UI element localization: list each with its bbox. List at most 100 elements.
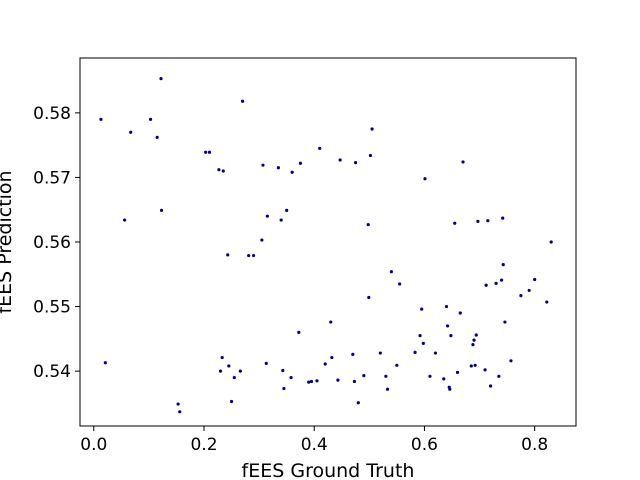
data-point-35 — [297, 330, 301, 334]
data-point-19 — [232, 375, 236, 380]
data-point-59 — [395, 363, 399, 367]
data-point-54 — [370, 127, 374, 131]
data-point-1 — [103, 361, 107, 365]
data-point-68 — [442, 377, 446, 381]
data-point-93 — [503, 320, 507, 324]
data-point-80 — [472, 338, 476, 342]
data-point-53 — [368, 153, 373, 158]
data-point-33 — [289, 375, 293, 380]
data-point-3 — [129, 130, 133, 134]
x-tick-label: 0.0 — [80, 435, 107, 455]
data-point-76 — [458, 311, 462, 315]
x-axis-label: fEES Ground Truth — [242, 460, 415, 480]
data-point-39 — [315, 379, 319, 383]
data-point-87 — [488, 384, 493, 388]
data-point-94 — [509, 359, 513, 363]
data-point-89 — [497, 374, 501, 378]
data-point-37 — [307, 380, 311, 384]
data-point-90 — [500, 278, 504, 282]
data-point-81 — [473, 363, 477, 367]
data-point-69 — [444, 304, 449, 309]
y-tick-label: 0.54 — [33, 362, 71, 382]
data-point-44 — [336, 378, 340, 382]
data-point-18 — [229, 399, 234, 404]
data-point-32 — [285, 208, 289, 212]
data-point-38 — [309, 379, 314, 384]
data-point-82 — [474, 333, 478, 337]
data-point-65 — [423, 177, 427, 181]
data-point-20 — [238, 369, 242, 373]
data-point-22 — [247, 253, 251, 258]
y-tick-label: 0.56 — [33, 233, 71, 253]
data-point-72 — [448, 387, 452, 391]
y-axis-label: fEES Prediction — [0, 170, 16, 313]
data-point-79 — [471, 343, 475, 347]
data-point-55 — [378, 351, 382, 355]
data-point-34 — [290, 170, 294, 174]
data-point-6 — [159, 77, 163, 81]
data-point-45 — [338, 158, 342, 162]
y-axis-ticks: 0.54 0.55 0.56 0.57 0.58 — [33, 104, 80, 382]
data-point-91 — [501, 216, 505, 220]
data-point-5 — [155, 135, 159, 140]
x-tick-label: 0.4 — [301, 435, 328, 455]
data-point-58 — [389, 270, 393, 274]
data-point-57 — [385, 387, 390, 391]
data-point-85 — [484, 283, 488, 287]
data-point-75 — [455, 370, 460, 375]
data-point-77 — [461, 160, 465, 164]
data-point-4 — [148, 117, 153, 121]
data-point-2 — [123, 218, 127, 222]
data-point-24 — [260, 238, 264, 242]
data-point-88 — [494, 281, 498, 285]
data-point-63 — [420, 307, 424, 311]
data-point-21 — [240, 99, 245, 103]
data-point-12 — [217, 168, 221, 172]
data-point-13 — [218, 369, 223, 373]
data-point-36 — [298, 161, 303, 165]
data-point-0 — [99, 117, 103, 121]
data-point-48 — [353, 160, 358, 165]
data-point-9 — [178, 410, 182, 414]
data-point-83 — [476, 219, 480, 223]
data-point-23 — [252, 253, 256, 258]
x-tick-label: 0.2 — [190, 435, 217, 455]
data-point-49 — [356, 401, 360, 405]
data-point-52 — [367, 295, 371, 300]
x-tick-label: 0.6 — [411, 435, 438, 455]
data-point-64 — [421, 341, 425, 345]
data-point-31 — [282, 386, 286, 391]
data-point-43 — [330, 355, 334, 360]
data-point-16 — [226, 253, 230, 257]
data-point-92 — [501, 263, 505, 267]
data-point-47 — [352, 379, 357, 384]
data-point-8 — [176, 402, 180, 406]
data-point-14 — [220, 355, 224, 360]
data-point-10 — [204, 150, 208, 154]
data-point-11 — [207, 150, 212, 154]
data-point-67 — [433, 351, 438, 355]
data-point-97 — [533, 277, 537, 282]
data-point-70 — [445, 324, 450, 328]
data-point-41 — [323, 362, 327, 366]
x-tick-label: 0.8 — [521, 435, 548, 455]
data-point-51 — [366, 222, 370, 227]
data-point-60 — [398, 282, 402, 286]
data-point-96 — [527, 288, 531, 293]
data-point-74 — [453, 221, 457, 225]
data-point-66 — [428, 374, 432, 378]
data-point-62 — [418, 334, 422, 338]
data-point-42 — [329, 320, 333, 324]
data-point-7 — [159, 208, 164, 212]
data-point-98 — [545, 300, 549, 304]
data-point-15 — [221, 169, 225, 173]
y-tick-label: 0.57 — [33, 168, 71, 188]
data-point-50 — [362, 374, 366, 378]
x-axis-ticks: 0.0 0.2 0.4 0.6 0.8 — [80, 426, 548, 455]
data-point-46 — [351, 352, 355, 356]
data-point-29 — [279, 218, 283, 222]
data-point-99 — [549, 240, 553, 244]
data-points — [99, 77, 553, 414]
